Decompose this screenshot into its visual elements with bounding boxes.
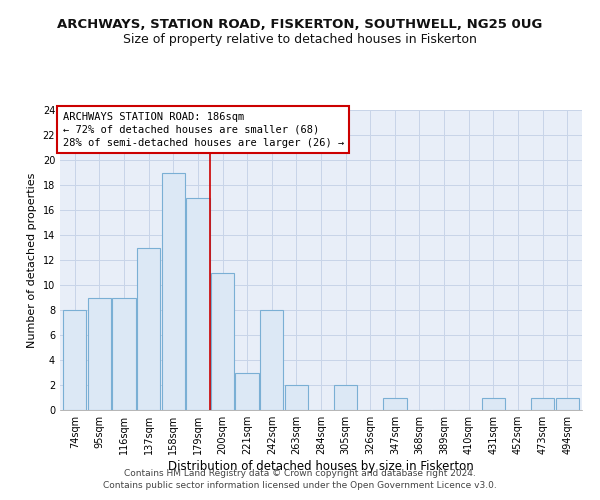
Bar [112, 298, 136, 410]
Bar [88, 298, 111, 410]
X-axis label: Distribution of detached houses by size in Fiskerton: Distribution of detached houses by size … [168, 460, 474, 473]
Bar [161, 172, 185, 410]
Bar [556, 398, 579, 410]
Bar [482, 398, 505, 410]
Bar [531, 398, 554, 410]
Bar [383, 398, 407, 410]
Bar [235, 372, 259, 410]
Bar [137, 248, 160, 410]
Bar [211, 272, 234, 410]
Text: ARCHWAYS, STATION ROAD, FISKERTON, SOUTHWELL, NG25 0UG: ARCHWAYS, STATION ROAD, FISKERTON, SOUTH… [58, 18, 542, 30]
Text: ARCHWAYS STATION ROAD: 186sqm
← 72% of detached houses are smaller (68)
28% of s: ARCHWAYS STATION ROAD: 186sqm ← 72% of d… [62, 112, 344, 148]
Y-axis label: Number of detached properties: Number of detached properties [27, 172, 37, 348]
Bar [334, 385, 358, 410]
Bar [284, 385, 308, 410]
Bar [186, 198, 209, 410]
Bar [63, 310, 86, 410]
Bar [260, 310, 283, 410]
Text: Contains HM Land Registry data © Crown copyright and database right 2024.
Contai: Contains HM Land Registry data © Crown c… [103, 468, 497, 490]
Text: Size of property relative to detached houses in Fiskerton: Size of property relative to detached ho… [123, 32, 477, 46]
